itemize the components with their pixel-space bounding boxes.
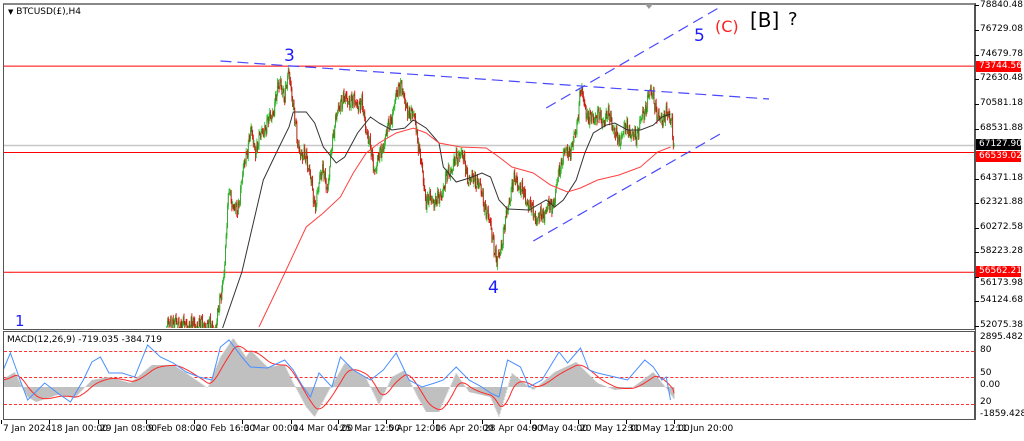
wave-label-c: (C) — [715, 17, 739, 36]
price-tick-label: 52075.38 — [980, 320, 1023, 330]
price-tick-label: 56173.98 — [980, 278, 1023, 289]
price-tick-mark — [975, 203, 979, 205]
time-tick-mark — [433, 420, 434, 424]
time-tick-label: 25 Mar 12:00 — [340, 424, 401, 434]
time-tick-label: 5 Apr 12:00 — [388, 424, 441, 434]
time-tick-mark — [291, 420, 292, 424]
price-tick-mark — [975, 128, 979, 130]
macd-level-80 — [4, 351, 974, 352]
price-tick-label: 76729.08 — [980, 24, 1023, 35]
price-tick-label: 72630.48 — [980, 73, 1023, 84]
price-tick-mark — [975, 5, 979, 6]
time-tick-mark — [242, 420, 243, 424]
price-tick-label: 62321.88 — [980, 197, 1023, 208]
macd-overlay-line — [4, 339, 671, 403]
macd-title: MACD(12,26,9) -719.035 -384.719 — [7, 335, 163, 345]
price-tick-mark — [975, 178, 979, 180]
symbol-title-text: BTCUSD(£),H4 — [16, 7, 82, 17]
chart-shift-marker-icon[interactable] — [645, 4, 653, 9]
time-tick-mark — [626, 420, 627, 424]
time-tick-label: 28 Apr 04:00 — [484, 424, 543, 434]
time-tick-mark — [578, 420, 579, 424]
time-tick-label: 9 May 04:00 — [532, 424, 588, 434]
collapse-triangle-icon[interactable]: ▼ — [8, 8, 14, 16]
price-tick-mark — [975, 79, 979, 81]
price-tick-mark — [975, 326, 979, 327]
time-tick-label: 14 Mar 04:00 — [293, 424, 354, 434]
level-price-label: 66539.02 — [976, 151, 1022, 163]
wave-label-1: 1 — [15, 312, 25, 330]
price-tick-mark — [975, 54, 979, 56]
symbol-title: ▼ BTCUSD(£),H4 — [8, 7, 81, 17]
time-tick-mark — [482, 420, 483, 424]
trendline-1 — [220, 60, 770, 100]
current-price-label: 67127.90 — [976, 139, 1022, 151]
level-price-label: 73744.56 — [976, 60, 1022, 72]
time-tick-label: 31 May 12:00 — [628, 424, 690, 434]
price-tick-label: 70581.18 — [980, 98, 1023, 109]
time-tick-mark — [386, 420, 387, 424]
time-tick-label: 20 May 12:00 — [580, 424, 642, 434]
price-tick-label: 68531.88 — [980, 122, 1023, 133]
price-tick-mark — [975, 227, 979, 229]
price-tick-label: 78840.48 — [980, 0, 1023, 10]
macd-signal-line — [4, 345, 675, 411]
price-tick-label: 74679.78 — [980, 48, 1023, 59]
time-tick-label: 7 Jan 2024 — [3, 424, 52, 434]
time-tick-mark — [146, 420, 147, 424]
time-tick-label: 29 Jan 08:00 — [100, 424, 157, 434]
price-tick-mark — [975, 301, 979, 303]
macd-axis-max: 2895.482 — [980, 332, 1023, 342]
wave-question-mark: ? — [788, 9, 798, 30]
time-tick-label: 11 Jun 20:00 — [676, 424, 734, 434]
macd-axis-zero: 0.00 — [980, 380, 1001, 390]
macd-level-50 — [4, 377, 974, 378]
time-tick-mark — [338, 420, 339, 424]
time-tick-mark — [194, 420, 195, 424]
time-tick-label: 3 Mar 00:00 — [244, 424, 299, 434]
time-tick-mark — [49, 420, 50, 424]
time-tick-label: 20 Feb 16:00 — [196, 424, 256, 434]
moving-average-slow — [258, 127, 671, 328]
time-tick-mark — [674, 420, 675, 424]
wave-label-b: [B] — [750, 8, 780, 32]
wave-label-4: 4 — [488, 278, 499, 298]
time-tick-mark — [1, 420, 2, 424]
time-tick-label: 9 Feb 08:00 — [148, 424, 202, 434]
time-tick-label: 16 Apr 20:00 — [435, 424, 494, 434]
time-tick-mark — [530, 420, 531, 424]
price-tick-mark — [975, 252, 979, 254]
macd-level-20 — [4, 404, 974, 405]
price-tick-mark — [975, 104, 979, 106]
price-plot — [4, 5, 974, 328]
time-tick-label: 18 Jan 00:00 — [51, 424, 108, 434]
macd-plot — [4, 338, 675, 417]
time-tick-mark — [98, 420, 99, 424]
price-tick-mark — [975, 30, 979, 32]
trendline-3 — [533, 132, 723, 242]
price-tick-mark — [975, 276, 979, 278]
macd-axis-level-50: 50 — [980, 368, 992, 378]
macd-axis-level-80: 80 — [980, 345, 992, 355]
price-tick-label: 58223.28 — [980, 246, 1023, 257]
wave-label-5: 5 — [694, 26, 705, 46]
price-axis-divider — [975, 3, 976, 420]
price-tick-label: 60272.58 — [980, 221, 1023, 232]
trendline-2 — [545, 5, 723, 109]
macd-axis-level-20: 20 — [980, 397, 992, 407]
price-chart-pane[interactable] — [3, 3, 975, 330]
price-tick-label: 64371.18 — [980, 172, 1023, 183]
price-tick-label: 54124.68 — [980, 295, 1023, 306]
level-price-label: 56562.21 — [976, 266, 1022, 278]
wave-label-3: 3 — [284, 46, 295, 66]
moving-average-fast — [222, 111, 671, 328]
macd-axis-min: -1859.428 — [980, 409, 1024, 419]
